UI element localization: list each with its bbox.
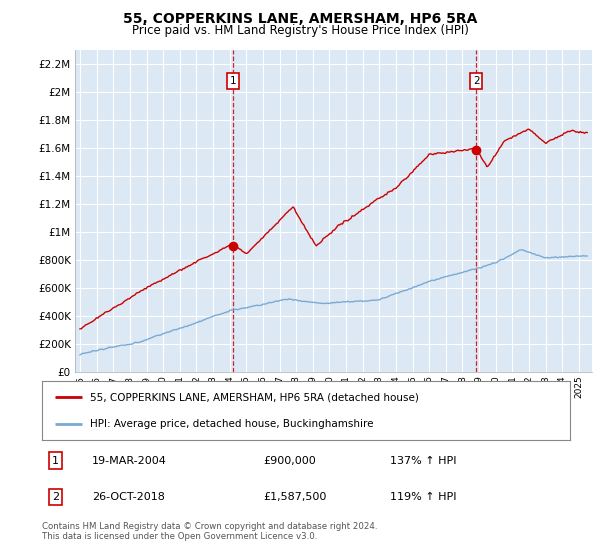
- Text: 1: 1: [52, 456, 59, 465]
- Text: HPI: Average price, detached house, Buckinghamshire: HPI: Average price, detached house, Buck…: [89, 419, 373, 430]
- Text: 2: 2: [52, 492, 59, 502]
- Text: 26-OCT-2018: 26-OCT-2018: [92, 492, 165, 502]
- Text: 55, COPPERKINS LANE, AMERSHAM, HP6 5RA (detached house): 55, COPPERKINS LANE, AMERSHAM, HP6 5RA (…: [89, 392, 418, 402]
- Text: 2: 2: [473, 76, 479, 86]
- Text: Contains HM Land Registry data © Crown copyright and database right 2024.
This d: Contains HM Land Registry data © Crown c…: [42, 522, 377, 542]
- Text: £900,000: £900,000: [264, 456, 317, 465]
- Text: Price paid vs. HM Land Registry's House Price Index (HPI): Price paid vs. HM Land Registry's House …: [131, 24, 469, 37]
- Text: 137% ↑ HPI: 137% ↑ HPI: [391, 456, 457, 465]
- Text: 1: 1: [230, 76, 236, 86]
- Text: 55, COPPERKINS LANE, AMERSHAM, HP6 5RA: 55, COPPERKINS LANE, AMERSHAM, HP6 5RA: [123, 12, 477, 26]
- Text: 119% ↑ HPI: 119% ↑ HPI: [391, 492, 457, 502]
- Text: 19-MAR-2004: 19-MAR-2004: [92, 456, 167, 465]
- Text: £1,587,500: £1,587,500: [264, 492, 327, 502]
